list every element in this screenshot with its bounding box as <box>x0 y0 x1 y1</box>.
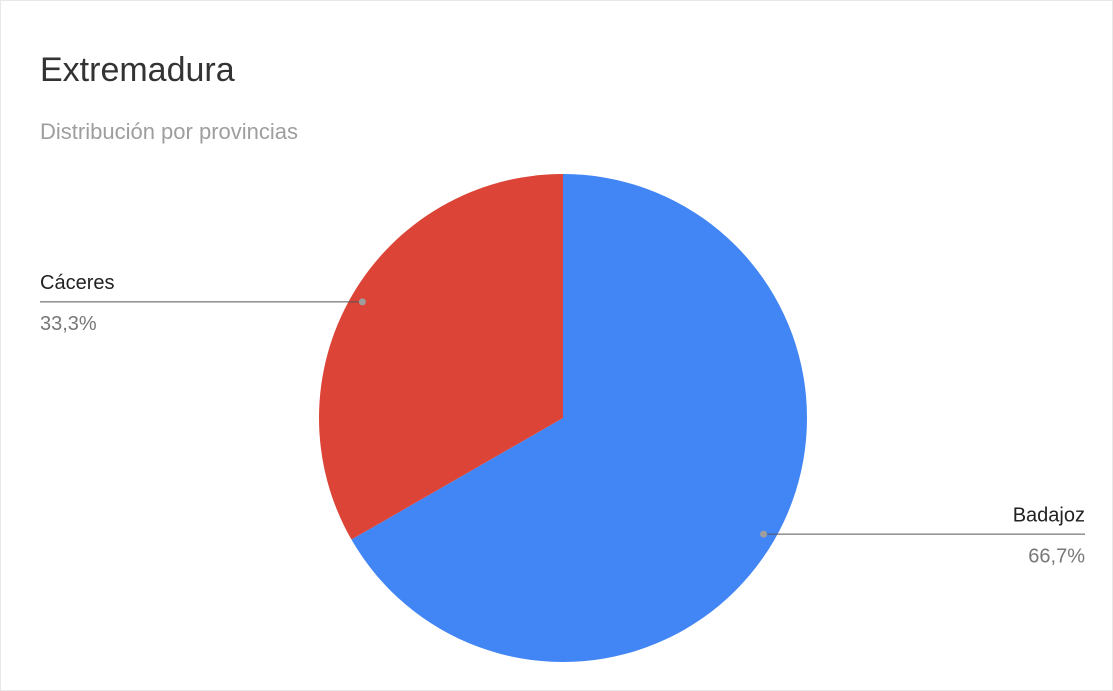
slice-label: Cáceres <box>40 272 114 294</box>
pie-slice <box>318 174 563 540</box>
chart-subtitle: Distribución por provincias <box>40 119 298 144</box>
slice-value-label: 33,3% <box>40 313 97 335</box>
slice-value-label: 66,7% <box>1028 545 1085 567</box>
slice-label: Badajoz <box>1013 504 1085 526</box>
leader-dot <box>760 530 768 538</box>
chart-title: Extremadura <box>40 51 235 89</box>
pie-slice <box>351 174 807 662</box>
leader-dot <box>358 298 366 306</box>
